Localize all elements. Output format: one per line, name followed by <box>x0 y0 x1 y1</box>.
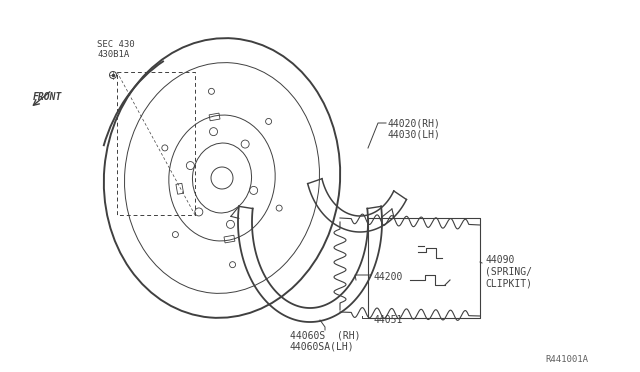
Bar <box>209 113 220 121</box>
Text: R441001A: R441001A <box>545 355 588 364</box>
Text: FRONT: FRONT <box>33 92 62 102</box>
Text: 44090
(SPRING/
CLIPKIT): 44090 (SPRING/ CLIPKIT) <box>485 255 532 288</box>
Bar <box>224 235 235 243</box>
Bar <box>176 183 184 194</box>
Text: 44200: 44200 <box>373 272 403 282</box>
Text: 44051: 44051 <box>374 315 403 325</box>
Text: 44020(RH)
44030(LH): 44020(RH) 44030(LH) <box>388 118 441 140</box>
Text: SEC 430
430B1A: SEC 430 430B1A <box>97 40 134 60</box>
Text: 44060S  (RH)
44060SA(LH): 44060S (RH) 44060SA(LH) <box>290 330 360 352</box>
